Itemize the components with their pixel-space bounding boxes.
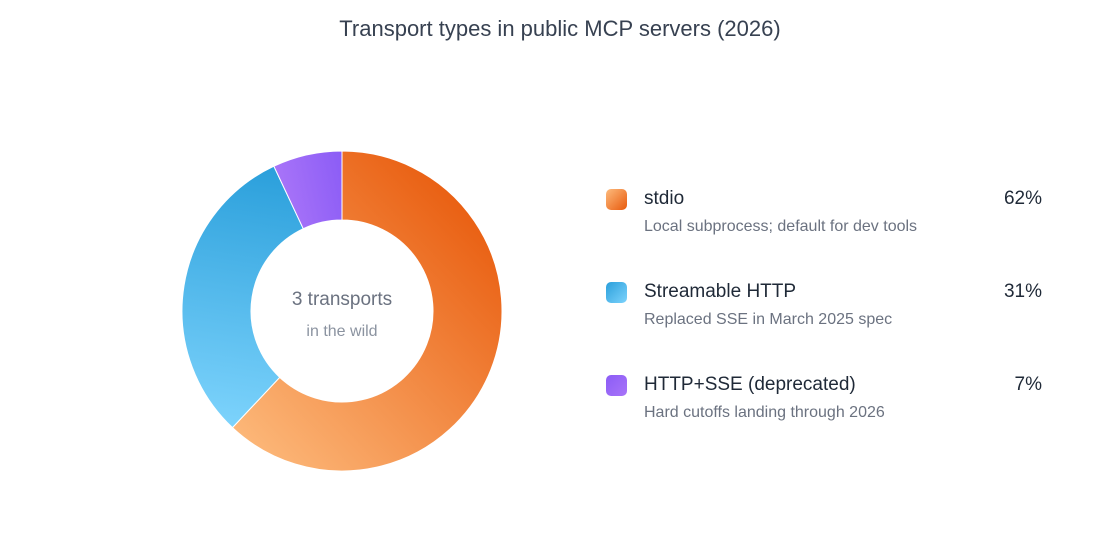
legend-value-http-sse: 7% bbox=[1014, 374, 1042, 395]
legend-description-streamable-http: Replaced SSE in March 2025 spec bbox=[644, 311, 893, 328]
donut-slice-stdio[interactable] bbox=[231, 150, 503, 472]
legend-label-http-sse: HTTP+SSE (deprecated) bbox=[644, 374, 856, 395]
legend-value-stdio: 62% bbox=[1003, 188, 1042, 209]
center-sublabel: in the wild bbox=[306, 323, 377, 340]
legend-swatch-stdio bbox=[606, 189, 627, 210]
center-label: 3 transports bbox=[292, 289, 392, 310]
legend-label-stdio: stdio bbox=[644, 188, 685, 209]
donut-slice-http-sse[interactable] bbox=[273, 150, 343, 230]
donut-chart: 3 transports in the wild bbox=[181, 150, 503, 472]
legend-label-streamable-http: Streamable HTTP bbox=[644, 281, 797, 302]
legend-value-streamable-http: 31% bbox=[1003, 281, 1042, 302]
legend-swatch-http-sse bbox=[606, 375, 627, 396]
legend-item-stdio[interactable]: stdio 62% Local subprocess; default for … bbox=[606, 187, 1042, 243]
legend-item-streamable-http[interactable]: Streamable HTTP 31% Replaced SSE in Marc… bbox=[606, 280, 1042, 336]
legend-description-stdio: Local subprocess; default for dev tools bbox=[644, 218, 918, 235]
legend-description-http-sse: Hard cutoffs landing through 2026 bbox=[644, 404, 885, 421]
donut-slice-streamable-http[interactable] bbox=[181, 165, 304, 429]
legend-item-http-sse[interactable]: HTTP+SSE (deprecated) 7% Hard cutoffs la… bbox=[606, 373, 1042, 429]
legend-swatch-streamable-http bbox=[606, 282, 627, 303]
chart-title: Transport types in public MCP servers (2… bbox=[339, 16, 781, 41]
